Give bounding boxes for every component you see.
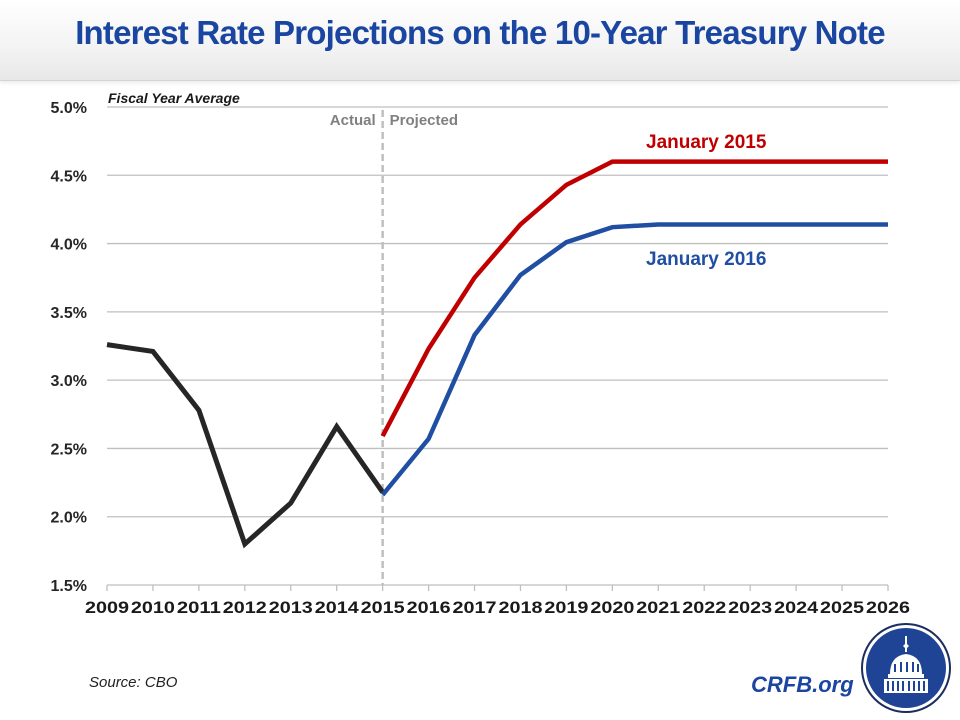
- series-lines: [106, 159, 889, 549]
- x-tick-label: 2018: [498, 599, 542, 617]
- series-line-jan2015: [380, 159, 888, 438]
- y-tick-label: 5.0%: [51, 100, 87, 117]
- x-tick-label: 2020: [590, 599, 634, 617]
- y-tick-label: 4.5%: [51, 168, 87, 185]
- x-tick-label: 2014: [315, 599, 360, 617]
- x-tick-label: 2025: [820, 599, 864, 617]
- gridlines: [107, 106, 888, 586]
- series-line-actual: [106, 342, 385, 549]
- x-tick-label: 2026: [866, 599, 910, 617]
- y-tick-label: 1.5%: [51, 578, 87, 595]
- x-tick-label: 2016: [407, 599, 451, 617]
- series-line-jan2016: [380, 222, 888, 497]
- x-axis: 2009 2010 2011 2012 2013 2014 2015 2016 2017 2018…: [85, 585, 910, 617]
- x-tick-label: 2017: [453, 599, 497, 617]
- x-tick-label: 2019: [544, 599, 588, 617]
- x-tick-label: 2023: [728, 599, 772, 617]
- chart-title: Interest Rate Projections on the 10-Year…: [75, 14, 885, 51]
- y-tick-label: 3.0%: [51, 373, 87, 390]
- x-tick-label: 2021: [636, 599, 680, 617]
- legend-january-2015: January 2015: [646, 132, 767, 153]
- brand-link[interactable]: CRFB.org: [751, 672, 854, 697]
- x-tick-label: 2011: [177, 599, 221, 617]
- chart-subtitle: Fiscal Year Average: [108, 90, 240, 106]
- capitol-dome-icon: [861, 623, 951, 713]
- x-tick-label: 2010: [131, 599, 175, 617]
- x-tick-label: 2024: [774, 599, 819, 617]
- x-tick-label: 2013: [269, 599, 313, 617]
- y-tick-label: 3.5%: [51, 305, 87, 322]
- y-tick-label: 2.5%: [51, 441, 87, 458]
- y-tick-label: 2.0%: [51, 510, 87, 527]
- x-tick-label: 2022: [682, 599, 726, 617]
- legend-january-2016: January 2016: [646, 249, 766, 270]
- actual-label: Actual: [330, 112, 376, 129]
- title-band: Interest Rate Projections on the 10-Year…: [0, 0, 960, 81]
- y-tick-label: 4.0%: [51, 237, 87, 254]
- projected-label: Projected: [390, 112, 458, 129]
- x-tick-label: 2012: [223, 599, 267, 617]
- x-tick-label: 2009: [85, 599, 129, 617]
- x-tick-label: 2015: [361, 599, 405, 617]
- source-note: Source: CBO: [89, 674, 178, 691]
- y-axis: 1.5% 2.0% 2.5% 3.0% 3.5% 4.0% 4.5% 5.0%: [51, 100, 87, 595]
